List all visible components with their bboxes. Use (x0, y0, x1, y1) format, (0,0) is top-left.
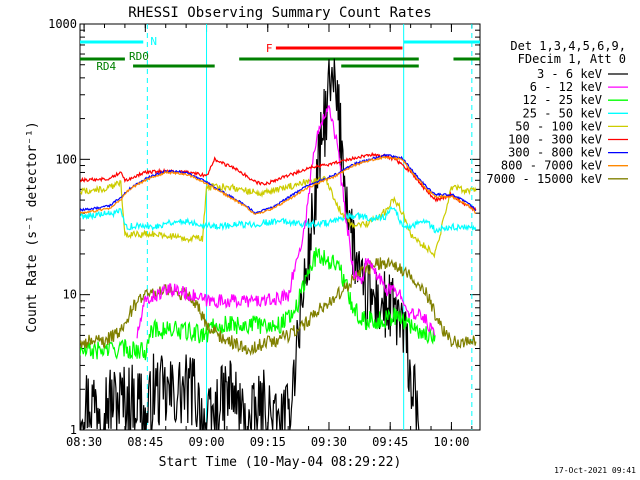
legend-entry-label: 50 - 100 keV (515, 119, 602, 133)
y-tick-label: 1000 (48, 17, 77, 31)
legend-entry-label: 300 - 800 keV (508, 146, 602, 160)
series-line (136, 105, 436, 339)
plot-area (80, 24, 480, 430)
series-line (80, 206, 477, 234)
chart-title: RHESSI Observing Summary Count Rates (128, 5, 431, 21)
series-line (80, 175, 477, 259)
legend-header-line: FDecim 1, Att 0 (518, 52, 626, 66)
y-axis-label: Count Rate (s⁻¹ detector⁻¹) (25, 121, 40, 332)
x-tick-label: 08:45 (127, 435, 163, 449)
x-tick-label: 09:45 (372, 435, 408, 449)
legend-entry-label: 6 - 12 keV (530, 80, 602, 94)
footer-timestamp: 17-Oct-2021 09:41 (554, 466, 636, 475)
x-tick-label: 08:30 (66, 435, 102, 449)
legend-entry-label: 12 - 25 keV (523, 93, 602, 107)
flag-label-rd0: RD0 (129, 50, 149, 63)
legend-entry-label: 800 - 7000 keV (501, 159, 602, 173)
flag-label-n: N (150, 35, 157, 48)
legend-entry-label: 3 - 6 keV (537, 67, 602, 81)
series-line (80, 155, 476, 216)
x-tick-label: 09:15 (250, 435, 286, 449)
x-tick-label: 09:00 (188, 435, 224, 449)
legend-entry-label: 100 - 300 keV (508, 133, 602, 147)
x-tick-label: 09:30 (311, 435, 347, 449)
flag-label-rd4: RD4 (96, 60, 116, 73)
series-line (80, 256, 477, 357)
x-axis-label: Start Time (10-May-04 08:29:22) (159, 455, 402, 470)
legend-header-line: Det 1,3,4,5,6,9, (510, 39, 626, 53)
flag-label-f: F (266, 42, 273, 55)
series-line (80, 247, 436, 361)
series-line (80, 58, 420, 430)
y-tick-label: 100 (55, 152, 77, 166)
legend-entry-label: 25 - 50 keV (523, 106, 602, 120)
plot-frame (79, 23, 481, 431)
x-tick-label: 10:00 (433, 435, 469, 449)
y-tick-label: 10 (63, 288, 77, 302)
y-tick-label: 1 (70, 423, 77, 437)
legend-entry-label: 7000 - 15000 keV (486, 172, 602, 186)
